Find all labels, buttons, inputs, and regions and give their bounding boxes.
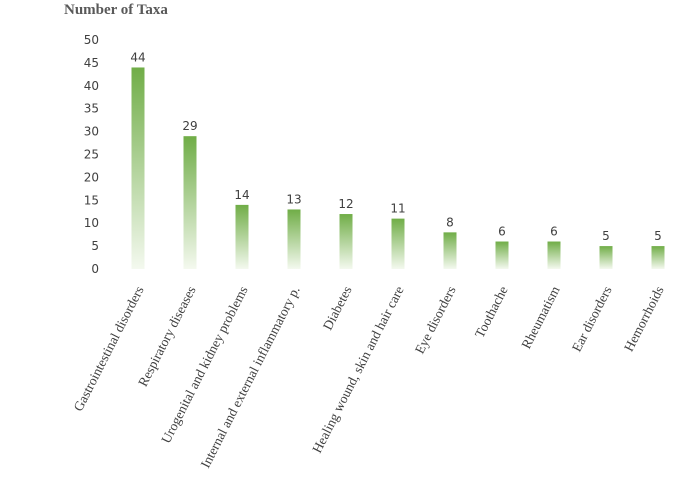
y-tick-label: 45 bbox=[84, 56, 99, 70]
x-tick-label: Toothache bbox=[472, 284, 511, 341]
y-axis: 0 5 10 15 20 25 30 35 40 45 50 bbox=[84, 33, 99, 276]
y-tick-label: 35 bbox=[84, 102, 99, 116]
data-label: 6 bbox=[498, 225, 506, 239]
bar bbox=[131, 67, 145, 269]
data-label: 12 bbox=[338, 197, 353, 211]
data-label: 6 bbox=[550, 225, 558, 239]
x-tick-label: Hemorrhoids bbox=[621, 284, 667, 354]
y-tick-label: 25 bbox=[84, 148, 99, 162]
y-tick-label: 40 bbox=[84, 79, 99, 93]
y-tick-label: 5 bbox=[91, 239, 99, 253]
data-label: 5 bbox=[654, 229, 662, 243]
data-label: 5 bbox=[602, 229, 610, 243]
y-tick-label: 20 bbox=[84, 170, 99, 184]
x-tick-label: Healing wound, skin and hair care bbox=[309, 284, 406, 456]
y-tick-label: 0 bbox=[91, 262, 99, 276]
bar bbox=[495, 241, 509, 269]
y-tick-label: 50 bbox=[84, 33, 99, 47]
bar bbox=[443, 232, 457, 269]
bar bbox=[599, 246, 613, 269]
y-tick-label: 15 bbox=[84, 193, 99, 207]
bar bbox=[235, 204, 249, 269]
x-tick-label: Ear disorders bbox=[569, 284, 615, 355]
bar bbox=[183, 136, 197, 269]
data-label: 29 bbox=[182, 119, 197, 133]
bar bbox=[287, 209, 301, 269]
data-labels: 44 29 14 13 12 11 8 6 6 5 5 bbox=[130, 50, 661, 243]
x-tick-label: Rheumatism bbox=[518, 283, 563, 351]
data-label: 44 bbox=[130, 50, 145, 64]
bars bbox=[131, 67, 665, 269]
x-tick-label: Respiratory diseases bbox=[135, 284, 199, 389]
data-label: 8 bbox=[446, 215, 454, 229]
y-axis-title: Number of Taxa bbox=[64, 2, 168, 18]
data-label: 14 bbox=[234, 188, 249, 202]
x-tick-label: Eye disorders bbox=[412, 284, 459, 357]
x-tick-label: Diabetes bbox=[320, 284, 355, 333]
bar bbox=[339, 214, 353, 269]
bar bbox=[391, 218, 405, 269]
x-tick-label: Gastrointestinal disorders bbox=[70, 284, 146, 414]
data-label: 13 bbox=[286, 192, 301, 206]
x-tick-label: Internal and external inflammatory p. bbox=[198, 284, 303, 471]
bar bbox=[547, 241, 561, 269]
data-label: 11 bbox=[390, 202, 405, 216]
y-tick-label: 10 bbox=[84, 216, 99, 230]
bar bbox=[651, 246, 665, 269]
y-tick-label: 30 bbox=[84, 125, 99, 139]
